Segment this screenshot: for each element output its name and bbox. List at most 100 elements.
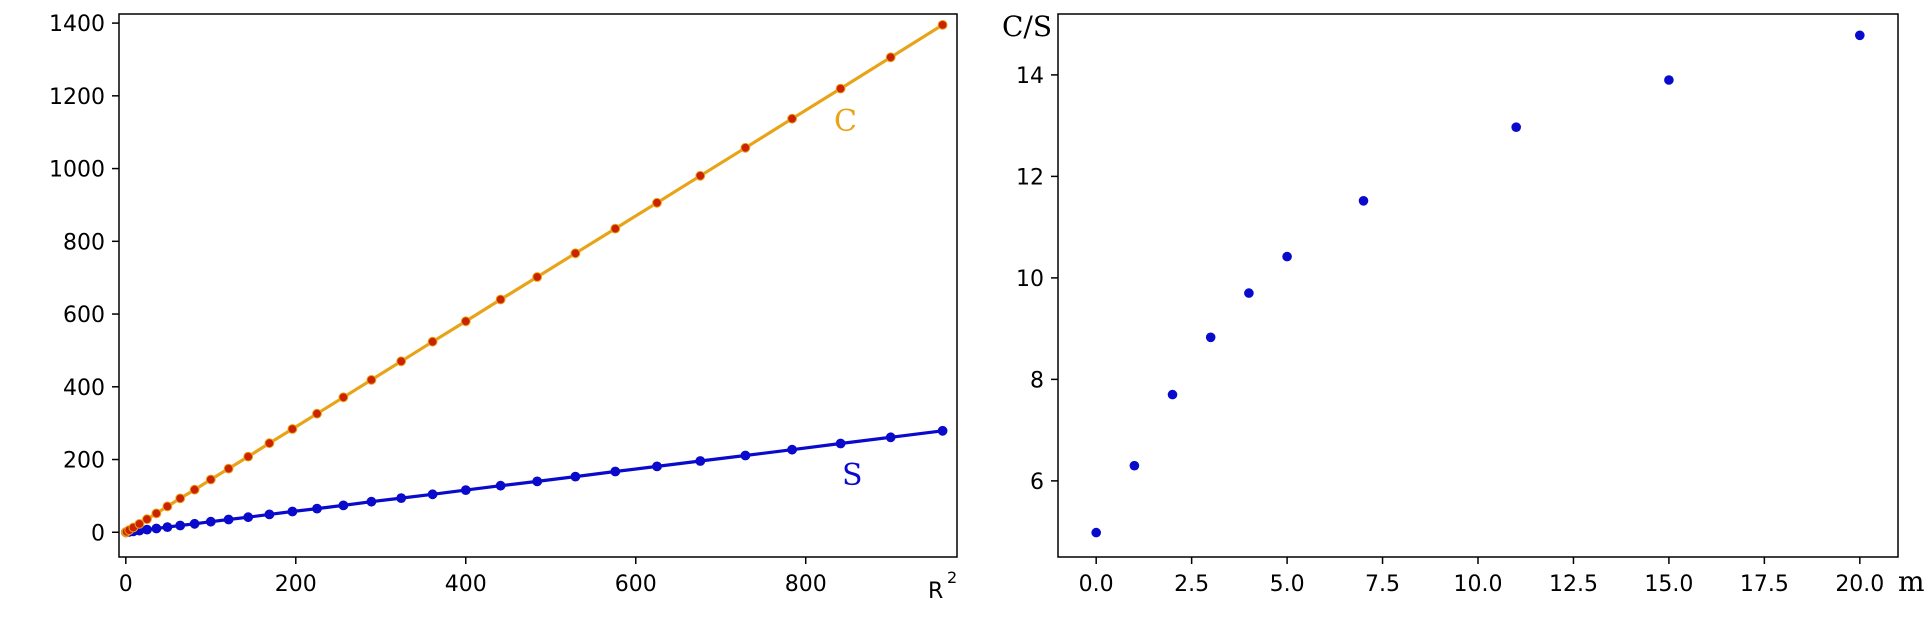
series-point-c [312,408,322,419]
series-point-s [652,461,662,472]
series-point-s [396,493,407,504]
series-point-c [610,223,621,234]
series-point-c [151,508,162,519]
series-point-c [495,294,506,305]
scatter-point [1167,389,1178,400]
series-point-c [652,197,662,208]
y-tick-label: 10 [1016,267,1044,292]
series-point-s [264,509,275,520]
series-point-c [205,474,216,485]
series-point-c [885,52,896,63]
series-point-s [787,444,797,455]
y-tick-label: 12 [1016,165,1044,190]
series-point-c [570,248,581,259]
x-tick-label: 15.0 [1644,572,1693,597]
left-chart-x-label-superscript: 2 [947,568,957,587]
series-point-s [570,471,581,482]
y-tick-label: 400 [63,376,105,401]
x-tick-label: 10.0 [1454,572,1503,597]
x-tick-label: 600 [615,572,657,597]
series-point-s [427,489,438,500]
right-chart-y-axis: 6 8 10 12 14 [1016,64,1058,495]
scatter-point [1091,527,1101,538]
scatter-point [1664,75,1674,85]
series-point-s [495,480,506,491]
series-point-s [338,500,349,511]
y-tick-label: 1000 [49,158,105,183]
series-point-c [740,142,751,153]
scatter-point [1282,251,1292,262]
scatter-point [1244,288,1254,298]
series-point-s [740,450,751,461]
left-chart-x-axis: 0 200 400 600 800 [119,557,827,597]
left-chart: 0 200 400 600 800 0200400600800100012001400 … [49,12,958,604]
y-tick-label: 6 [1030,470,1044,495]
series-point-s [287,506,298,517]
series-point-c [338,392,349,403]
right-chart-x-axis: 0.0 2.5 5.0 7.5 10.0 12.5 15.0 17.5 20.0 [1079,557,1884,597]
left-chart-y-axis: 0 200 400 600 800 1000 1200 1400 [49,12,119,546]
right-chart-y-label: C/S [1002,10,1052,43]
y-tick-label: 1200 [49,85,105,110]
series-point-c [366,375,377,385]
right-chart-x-label: m [1898,565,1925,598]
series-point-s [366,496,377,507]
series-point-s [937,425,948,436]
right-chart-points [1091,30,1865,538]
series-point-c [532,272,543,282]
series-point-c [695,170,706,181]
series-point-s [460,485,471,496]
x-tick-label: 12.5 [1549,572,1598,597]
x-tick-label: 0 [119,572,133,597]
series-point-s [695,456,706,466]
y-tick-label: 800 [63,230,105,255]
right-chart: 0.0 2.5 5.0 7.5 10.0 12.5 15.0 17.5 20.0 6 8 10 12 1… [1002,10,1925,598]
right-chart-frame [1057,13,1899,558]
series-point-s [162,522,173,532]
x-tick-label: 17.5 [1740,572,1789,597]
series-point-c [787,113,797,124]
series-point-s [243,512,254,523]
series-point-c [460,316,471,327]
y-tick-label: 1400 [49,12,105,37]
series-point-c [243,451,254,462]
series-point-c [162,501,173,512]
scatter-point [1358,196,1369,206]
x-tick-label: 0.0 [1079,572,1114,597]
left-chart-x-label: R [928,579,943,604]
x-tick-label: 400 [445,572,487,597]
series-point-s [142,524,152,535]
x-tick-label: 7.5 [1365,572,1400,597]
series-point-c [189,484,200,495]
x-tick-label: 800 [785,572,827,597]
series-point-s [223,514,234,525]
series-label-c: C [834,104,857,139]
left-chart-series [120,20,948,538]
x-tick-label: 20.0 [1835,572,1884,597]
series-point-s [885,432,896,443]
scatter-point [1205,332,1216,343]
series-point-c [937,20,948,30]
series-point-c [396,356,407,367]
series-point-s [312,503,322,514]
series-point-c [142,514,152,525]
x-tick-label: 2.5 [1174,572,1209,597]
series-point-c [427,336,438,347]
series-point-s [532,476,543,487]
x-tick-label: 5.0 [1270,572,1305,597]
y-tick-label: 14 [1016,64,1044,89]
y-tick-label: 200 [63,449,105,474]
series-point-s [175,520,186,531]
scatter-point [1129,460,1140,471]
y-tick-label: 8 [1030,368,1044,393]
series-point-s [835,438,846,449]
series-point-s [189,518,200,529]
left-chart-frame [118,13,958,558]
series-point-c [134,519,145,529]
scatter-point [1511,122,1521,132]
series-point-c [287,424,298,434]
series-label-s: S [842,458,863,493]
series-point-s [151,523,162,534]
series-point-c [175,493,186,504]
